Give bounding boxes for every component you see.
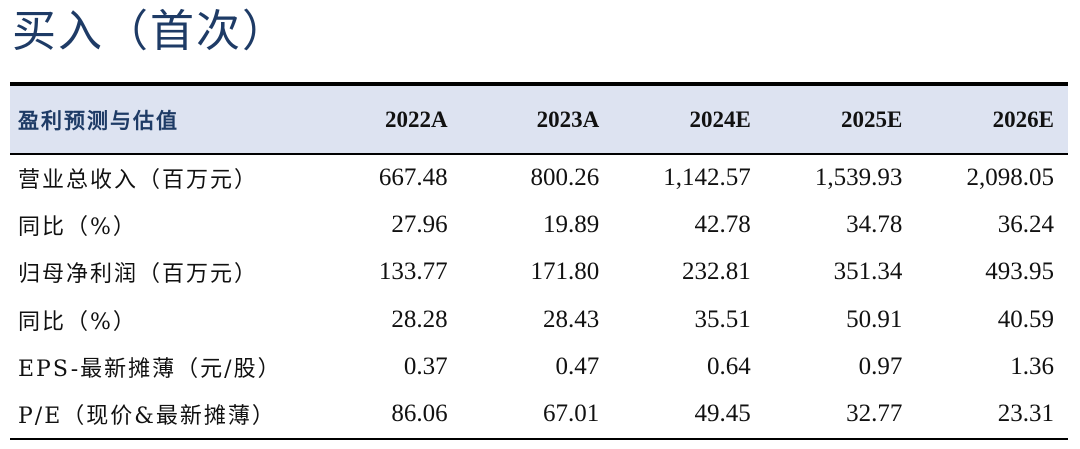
header-year: 2025E xyxy=(764,86,917,155)
table-cell: 36.24 xyxy=(997,210,1054,238)
table-cell: 0.37 xyxy=(403,352,448,380)
table-row: EPS-最新摊薄（元/股） 0.37 0.47 0.64 0.97 1.36 xyxy=(10,343,1068,390)
table-cell: 493.95 xyxy=(985,258,1054,286)
rating-title: 买入（首次） xyxy=(12,6,288,57)
table-top-rule xyxy=(10,82,1068,86)
table-cell: 28.28 xyxy=(391,305,448,333)
table-bottom-rule xyxy=(10,437,1068,440)
row-label: 营业总收入（百万元） xyxy=(18,168,259,194)
table-row: 营业总收入（百万元） 667.48 800.26 1,142.57 1,539.… xyxy=(10,154,1068,201)
header-year: 2022A xyxy=(310,86,462,155)
table-row: 同比（%） 27.96 19.89 42.78 34.78 36.24 xyxy=(10,201,1068,248)
row-label: EPS-最新摊薄（元/股） xyxy=(18,356,282,382)
header-year: 2026E xyxy=(916,86,1068,155)
table-row: 同比（%） 28.28 28.43 35.51 50.91 40.59 xyxy=(10,296,1068,343)
row-label: 同比（%） xyxy=(18,309,137,335)
table-cell: 27.96 xyxy=(391,210,448,238)
row-label: 归母净利润（百万元） xyxy=(18,262,259,288)
table-cell: 0.97 xyxy=(858,352,903,380)
table-cell: 23.31 xyxy=(997,400,1054,428)
table-cell: 49.45 xyxy=(694,400,751,428)
table-cell: 1,142.57 xyxy=(663,164,751,192)
table-row: P/E（现价&最新摊薄） 86.06 67.01 49.45 32.77 23.… xyxy=(10,390,1068,437)
header-year: 2023A xyxy=(461,86,614,155)
table-cell: 32.77 xyxy=(846,400,903,428)
table-cell: 0.64 xyxy=(707,352,751,380)
row-label: 同比（%） xyxy=(18,214,137,240)
header-label: 盈利预测与估值 xyxy=(10,86,310,155)
table-cell: 1.36 xyxy=(1010,352,1054,380)
table-cell: 34.78 xyxy=(846,210,903,238)
table-cell: 35.51 xyxy=(694,305,751,333)
table-cell: 351.34 xyxy=(833,258,903,286)
table-cell: 19.89 xyxy=(542,210,600,238)
forecast-table: 盈利预测与估值 2022A 2023A 2024E 2025E 2026E 营业… xyxy=(10,86,1068,438)
table-cell: 1,539.93 xyxy=(814,164,903,192)
table-header-row: 盈利预测与估值 2022A 2023A 2024E 2025E 2026E xyxy=(10,86,1068,155)
table-cell: 800.26 xyxy=(530,164,600,192)
table-cell: 86.06 xyxy=(391,400,448,428)
table-cell: 232.81 xyxy=(682,258,751,286)
header-year: 2024E xyxy=(613,86,765,155)
table-cell: 40.59 xyxy=(997,305,1054,333)
row-label: P/E（现价&最新摊薄） xyxy=(18,404,276,430)
table-cell: 28.43 xyxy=(542,305,600,333)
table-cell: 0.47 xyxy=(555,352,600,380)
forecast-table-container: 盈利预测与估值 2022A 2023A 2024E 2025E 2026E 营业… xyxy=(10,82,1068,440)
table-row: 归母净利润（百万元） 133.77 171.80 232.81 351.34 4… xyxy=(10,249,1068,296)
table-cell: 2,098.05 xyxy=(966,164,1055,192)
table-cell: 171.80 xyxy=(530,258,600,286)
table-cell: 67.01 xyxy=(542,400,600,428)
table-cell: 133.77 xyxy=(378,258,448,286)
table-cell: 667.48 xyxy=(378,164,448,192)
table-cell: 42.78 xyxy=(694,210,751,238)
table-cell: 50.91 xyxy=(846,305,903,333)
